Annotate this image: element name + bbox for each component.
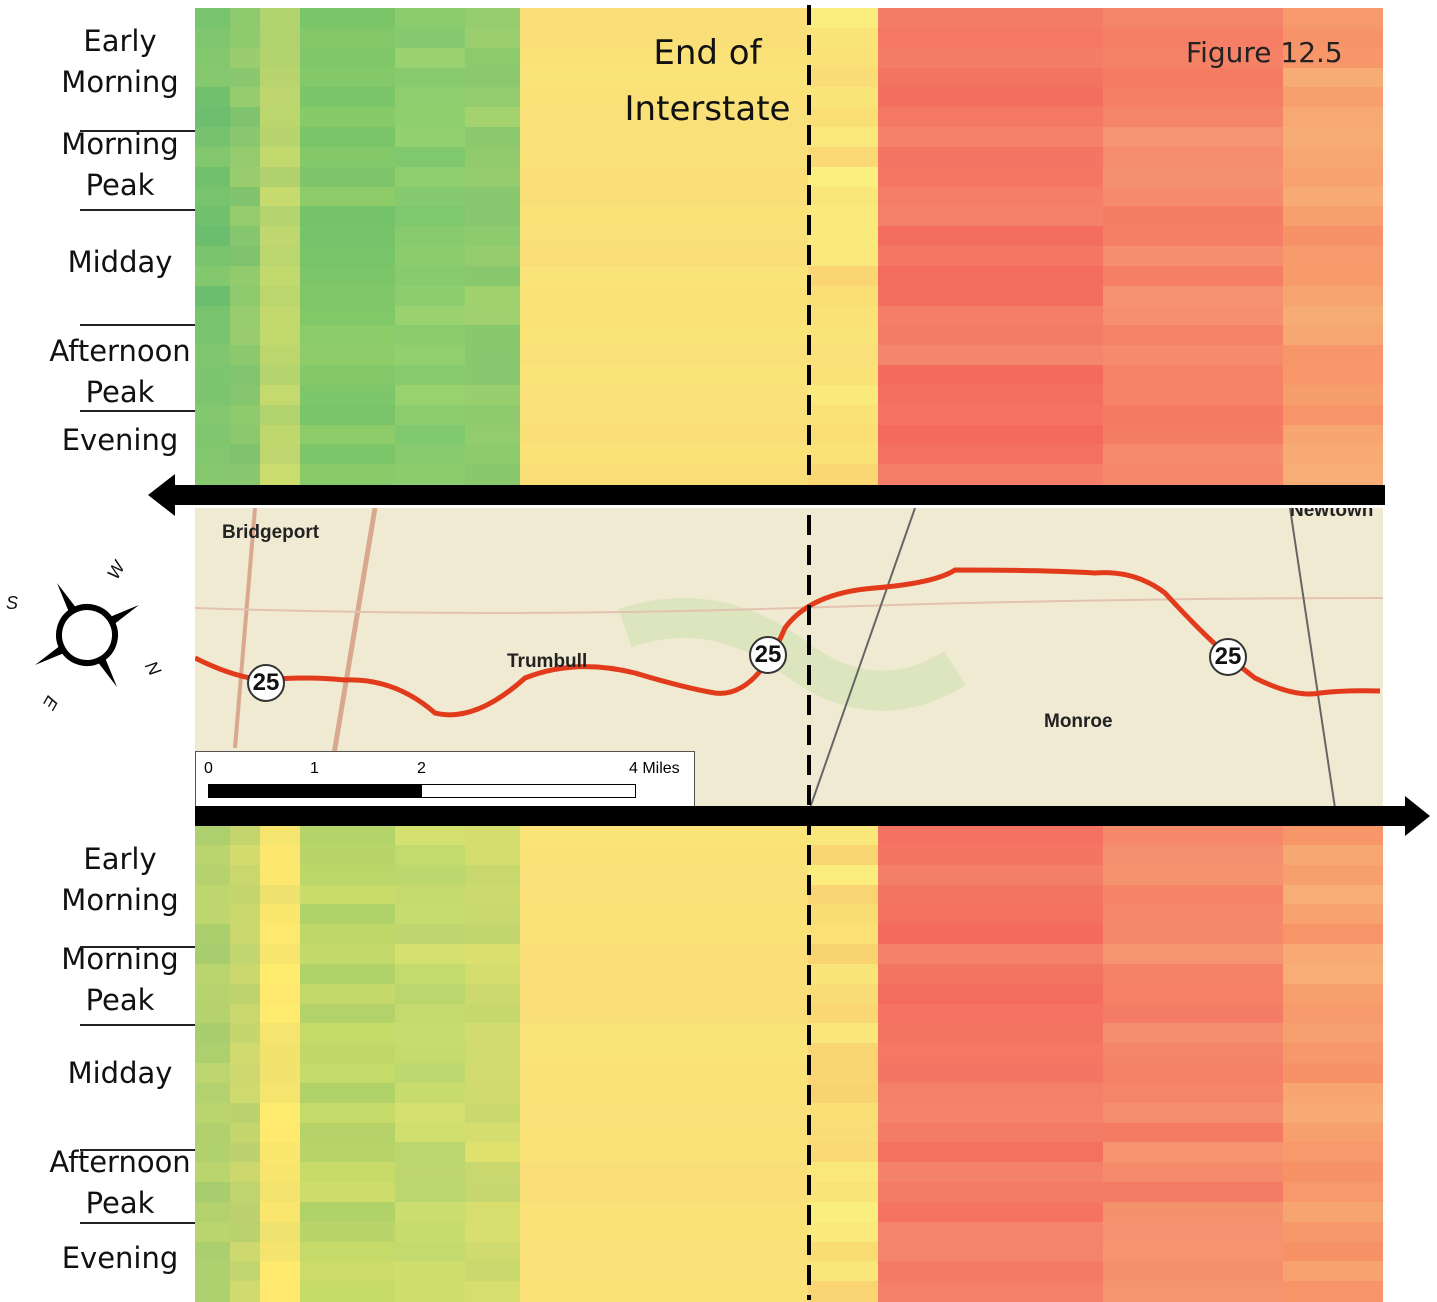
separator [80,1222,195,1224]
time-period-label: Afternoon Peak [45,1142,195,1224]
time-period-label: Early Morning [45,21,195,103]
overlay [0,0,1437,1300]
page: {"figure_label": "Figure 12.5", "annotat… [0,0,1437,1300]
time-period-label: Afternoon Peak [45,331,195,413]
separator [80,209,195,211]
separator [80,130,195,132]
separator [80,946,195,948]
separator [80,1149,195,1151]
separator [80,1024,195,1026]
separator [80,410,195,412]
figure-label: Figure 12.5 [1186,36,1343,69]
time-period-label: Evening [45,1238,195,1279]
time-period-label: Early Morning [45,839,195,921]
time-period-label: Morning Peak [45,124,195,206]
time-period-label: Evening [45,420,195,461]
time-period-label: Midday [45,1053,195,1094]
time-period-label: Midday [45,242,195,283]
time-period-label: Morning Peak [45,939,195,1021]
annotation: End of Interstate [615,25,800,137]
compass-label: S [6,593,18,614]
separator [80,324,195,326]
